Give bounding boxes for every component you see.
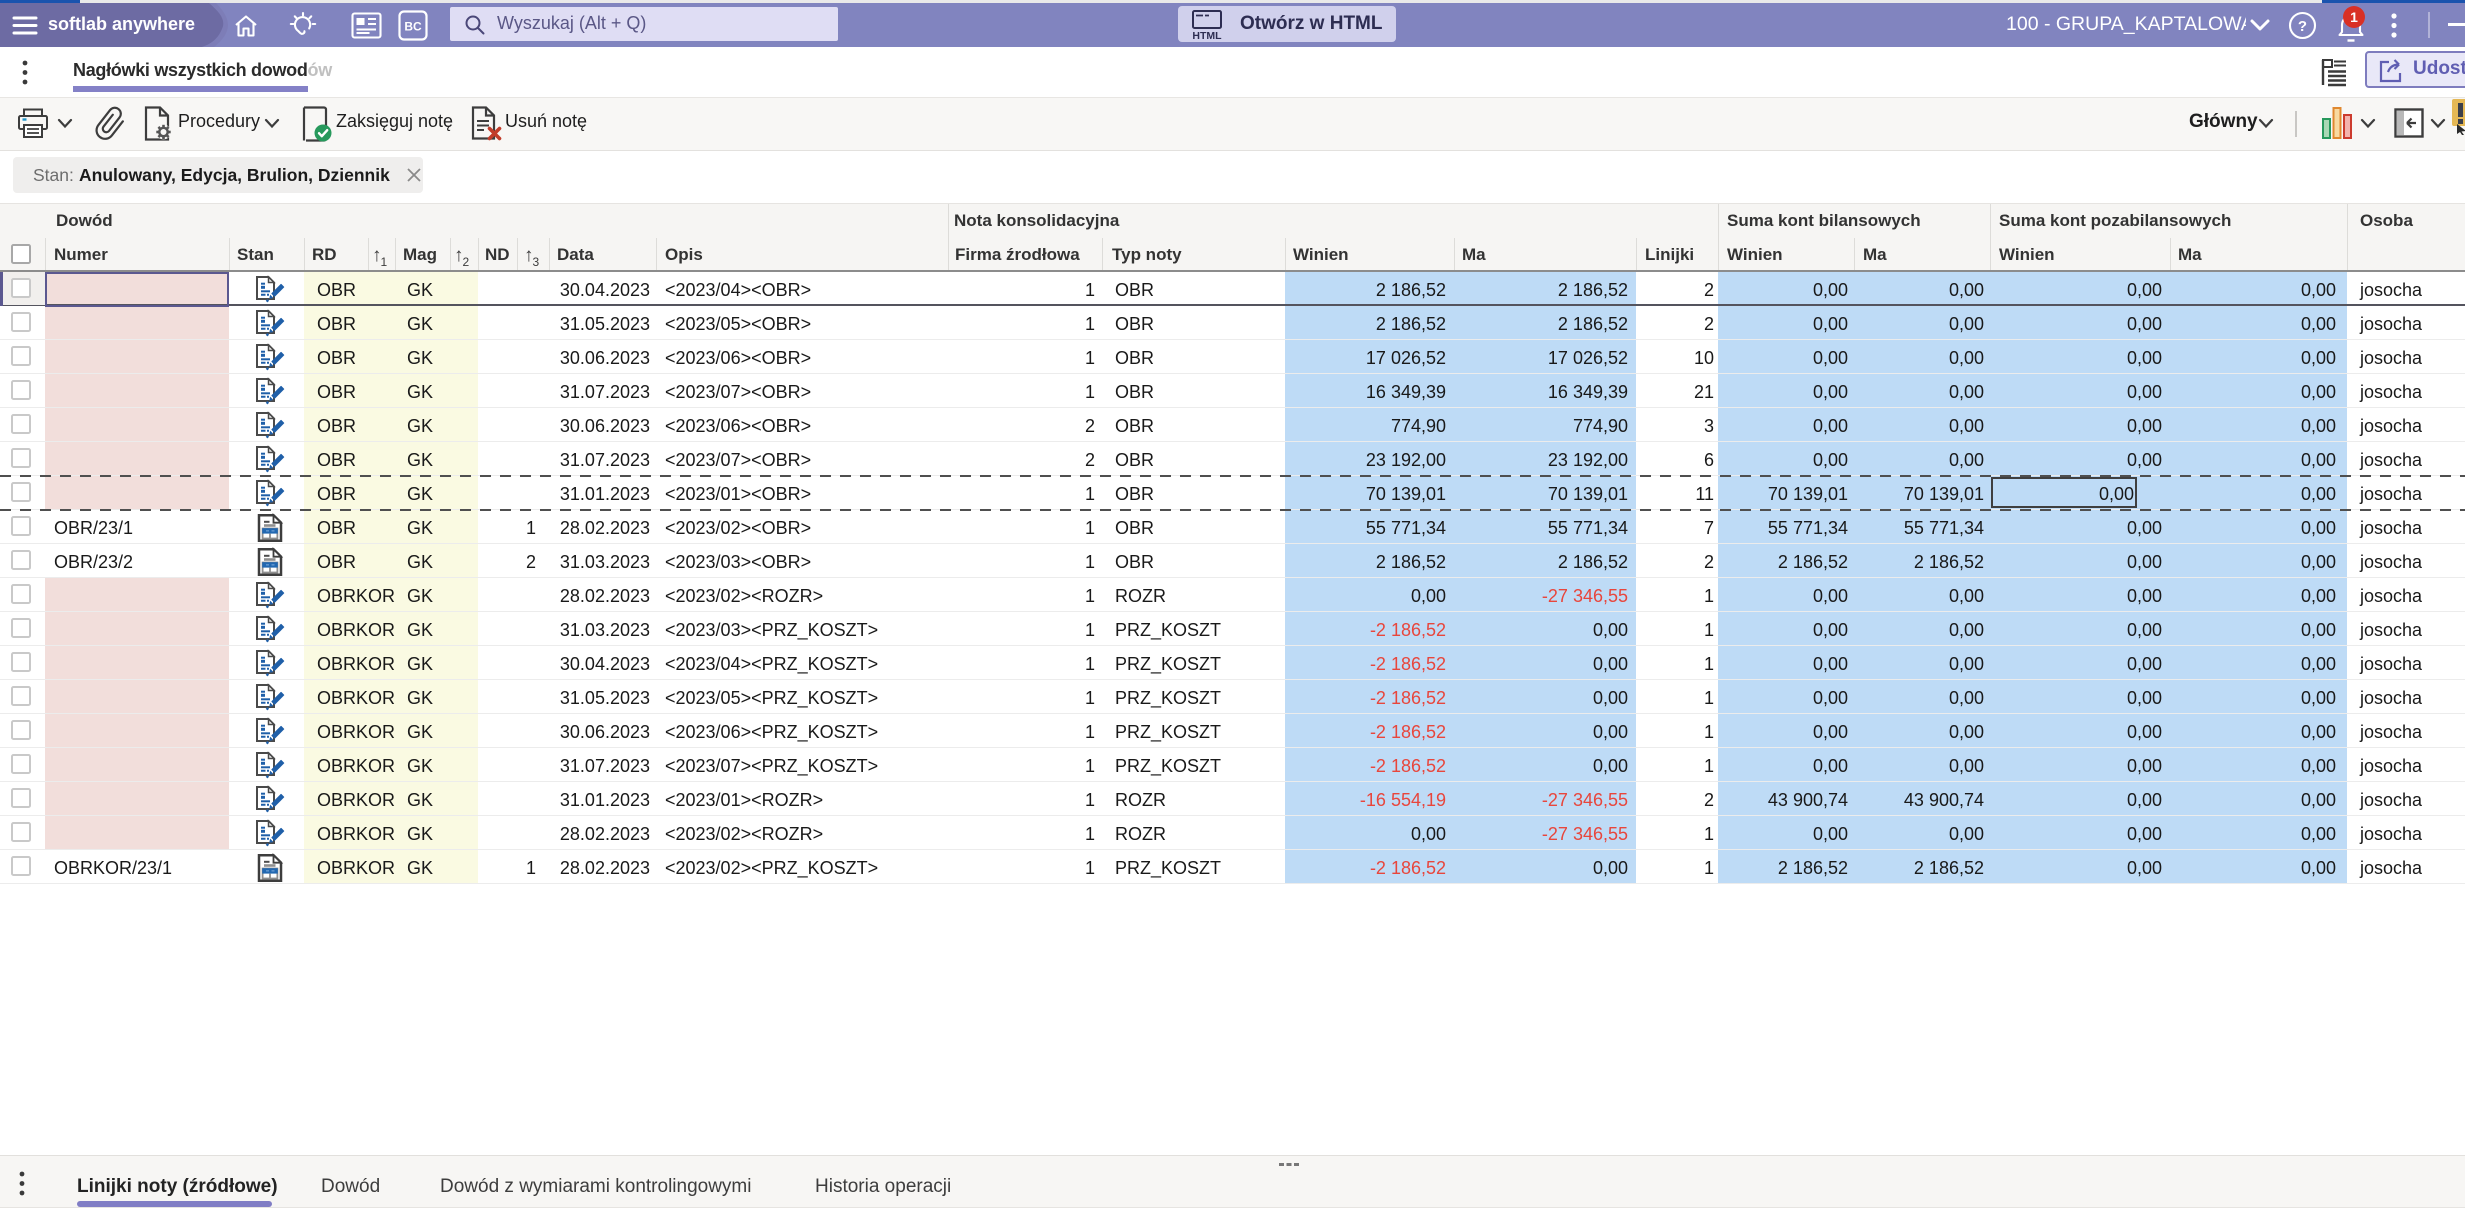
svg-text:HTML: HTML [1192,30,1222,41]
svg-text:BC: BC [404,20,422,34]
svg-text:?: ? [2298,18,2307,35]
